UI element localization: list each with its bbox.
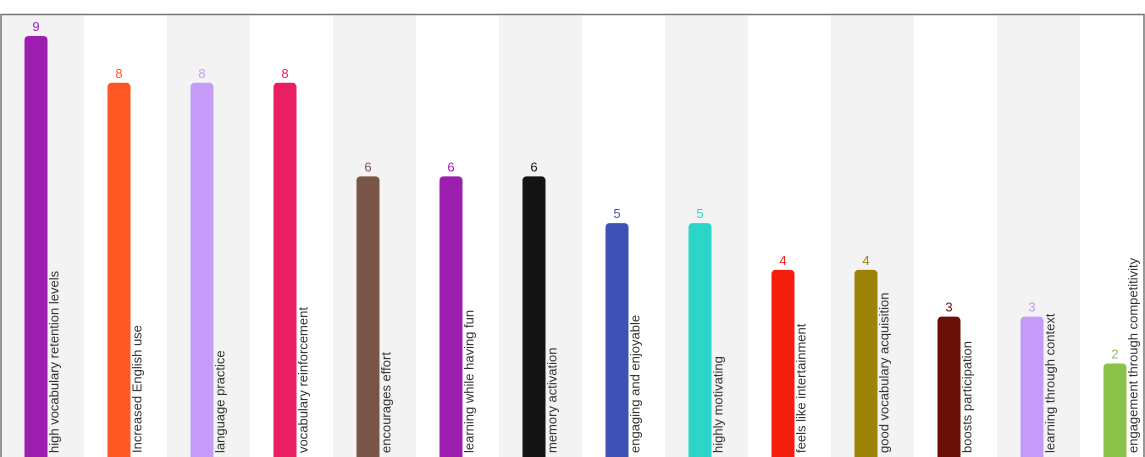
category-labels: high vocabulary retention levels Increase… [47,257,1141,453]
bar[interactable] [356,176,380,457]
category-label: engagement through competitivity [1126,257,1141,453]
bar-value-label: 4 [779,253,786,268]
value-labels: 9 8 8 8 6 6 6 5 5 4 4 3 3 2 [32,19,1118,361]
bar-value-label: 3 [1028,300,1035,315]
category-label: engaging and enjoyable [628,315,643,453]
bar-value-label: 9 [32,19,39,34]
bar[interactable] [771,269,795,457]
bar-value-label: 2 [1111,346,1118,361]
bar-series [24,36,1127,457]
bar[interactable] [190,82,214,457]
category-label: learning while having fun [462,310,477,453]
bar-value-label: 4 [862,253,869,268]
category-label: good vocabulary acquisition [877,293,892,453]
category-label: boosts participation [960,341,975,453]
bar[interactable] [854,269,878,457]
category-label: high vocabulary retention levels [47,270,62,453]
bar[interactable] [605,223,629,457]
bar[interactable] [522,176,546,457]
bar[interactable] [24,36,48,457]
bar-value-label: 5 [613,206,620,221]
bar-value-label: 8 [115,66,122,81]
bar[interactable] [1020,316,1044,457]
category-label: feels like intertainment [794,323,809,453]
category-label: highly motivating [711,356,726,453]
bar[interactable] [1103,363,1127,457]
bar-value-label: 6 [364,159,371,174]
bar[interactable] [937,316,961,457]
bar[interactable] [688,223,712,457]
bar-value-label: 8 [281,66,288,81]
bar[interactable] [439,176,463,457]
bar[interactable] [273,82,297,457]
bar-value-label: 3 [945,300,952,315]
bar-value-label: 5 [696,206,703,221]
category-label: learning through context [1043,313,1058,453]
bar[interactable] [107,82,131,457]
bar-value-label: 6 [447,159,454,174]
category-label: vocabulary reinforcement [296,307,311,453]
bar-value-label: 8 [198,66,205,81]
bar-value-label: 6 [530,159,537,174]
category-label: language practice [213,350,228,453]
category-label: Increased English use [130,325,145,453]
chart-frame-border [0,13,1145,457]
category-label: encourages effort [379,352,394,453]
category-label: memory activation [545,348,560,453]
